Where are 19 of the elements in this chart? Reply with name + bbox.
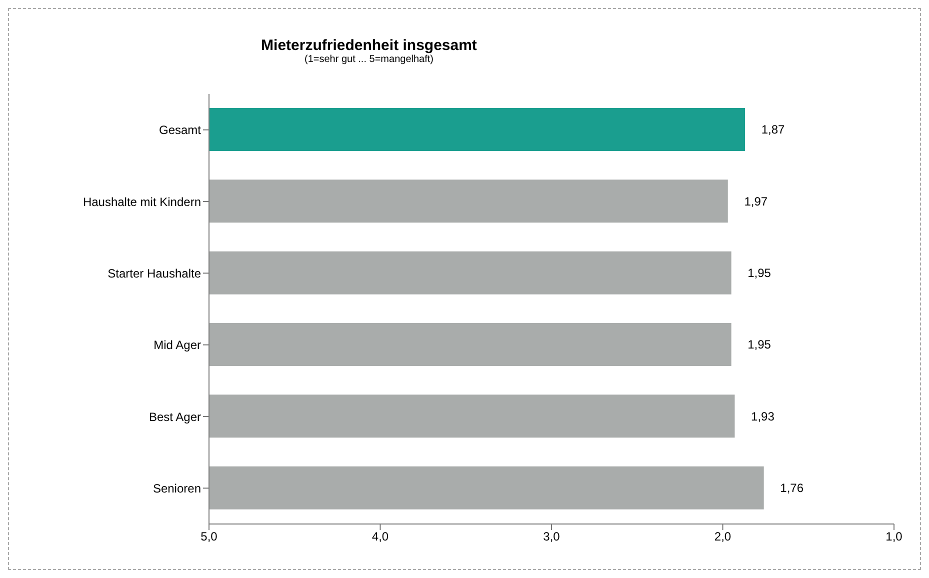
- y-tick-label: Senioren: [152, 481, 201, 496]
- y-tick-label: Starter Haushalte: [108, 266, 202, 280]
- data-label: 1,76: [780, 481, 804, 496]
- x-tick-label: 3,0: [543, 530, 560, 544]
- x-tick-label: 1,0: [886, 530, 903, 544]
- data-label: 1,87: [761, 122, 786, 137]
- x-tick-label: 2,0: [714, 530, 732, 544]
- chart-title: Mieterzufriedenheit insgesamt: [260, 37, 478, 54]
- data-label: 1,95: [748, 266, 772, 280]
- y-tick-label: Best Ager: [148, 410, 202, 424]
- chart-subtitle: (1=sehr gut ... 5=mangelhaft): [304, 54, 434, 65]
- x-tick-label: 4,0: [372, 530, 389, 544]
- data-label: 1,93: [751, 409, 775, 424]
- data-label: 1,97: [744, 194, 768, 208]
- y-tick-label: Haushalte mit Kindern: [82, 194, 201, 209]
- data-label: 1,95: [748, 338, 772, 352]
- y-tick-label: Gesamt: [158, 123, 202, 138]
- x-tick-label: 5,0: [200, 530, 218, 544]
- y-tick-label: Mid Ager: [154, 338, 201, 352]
